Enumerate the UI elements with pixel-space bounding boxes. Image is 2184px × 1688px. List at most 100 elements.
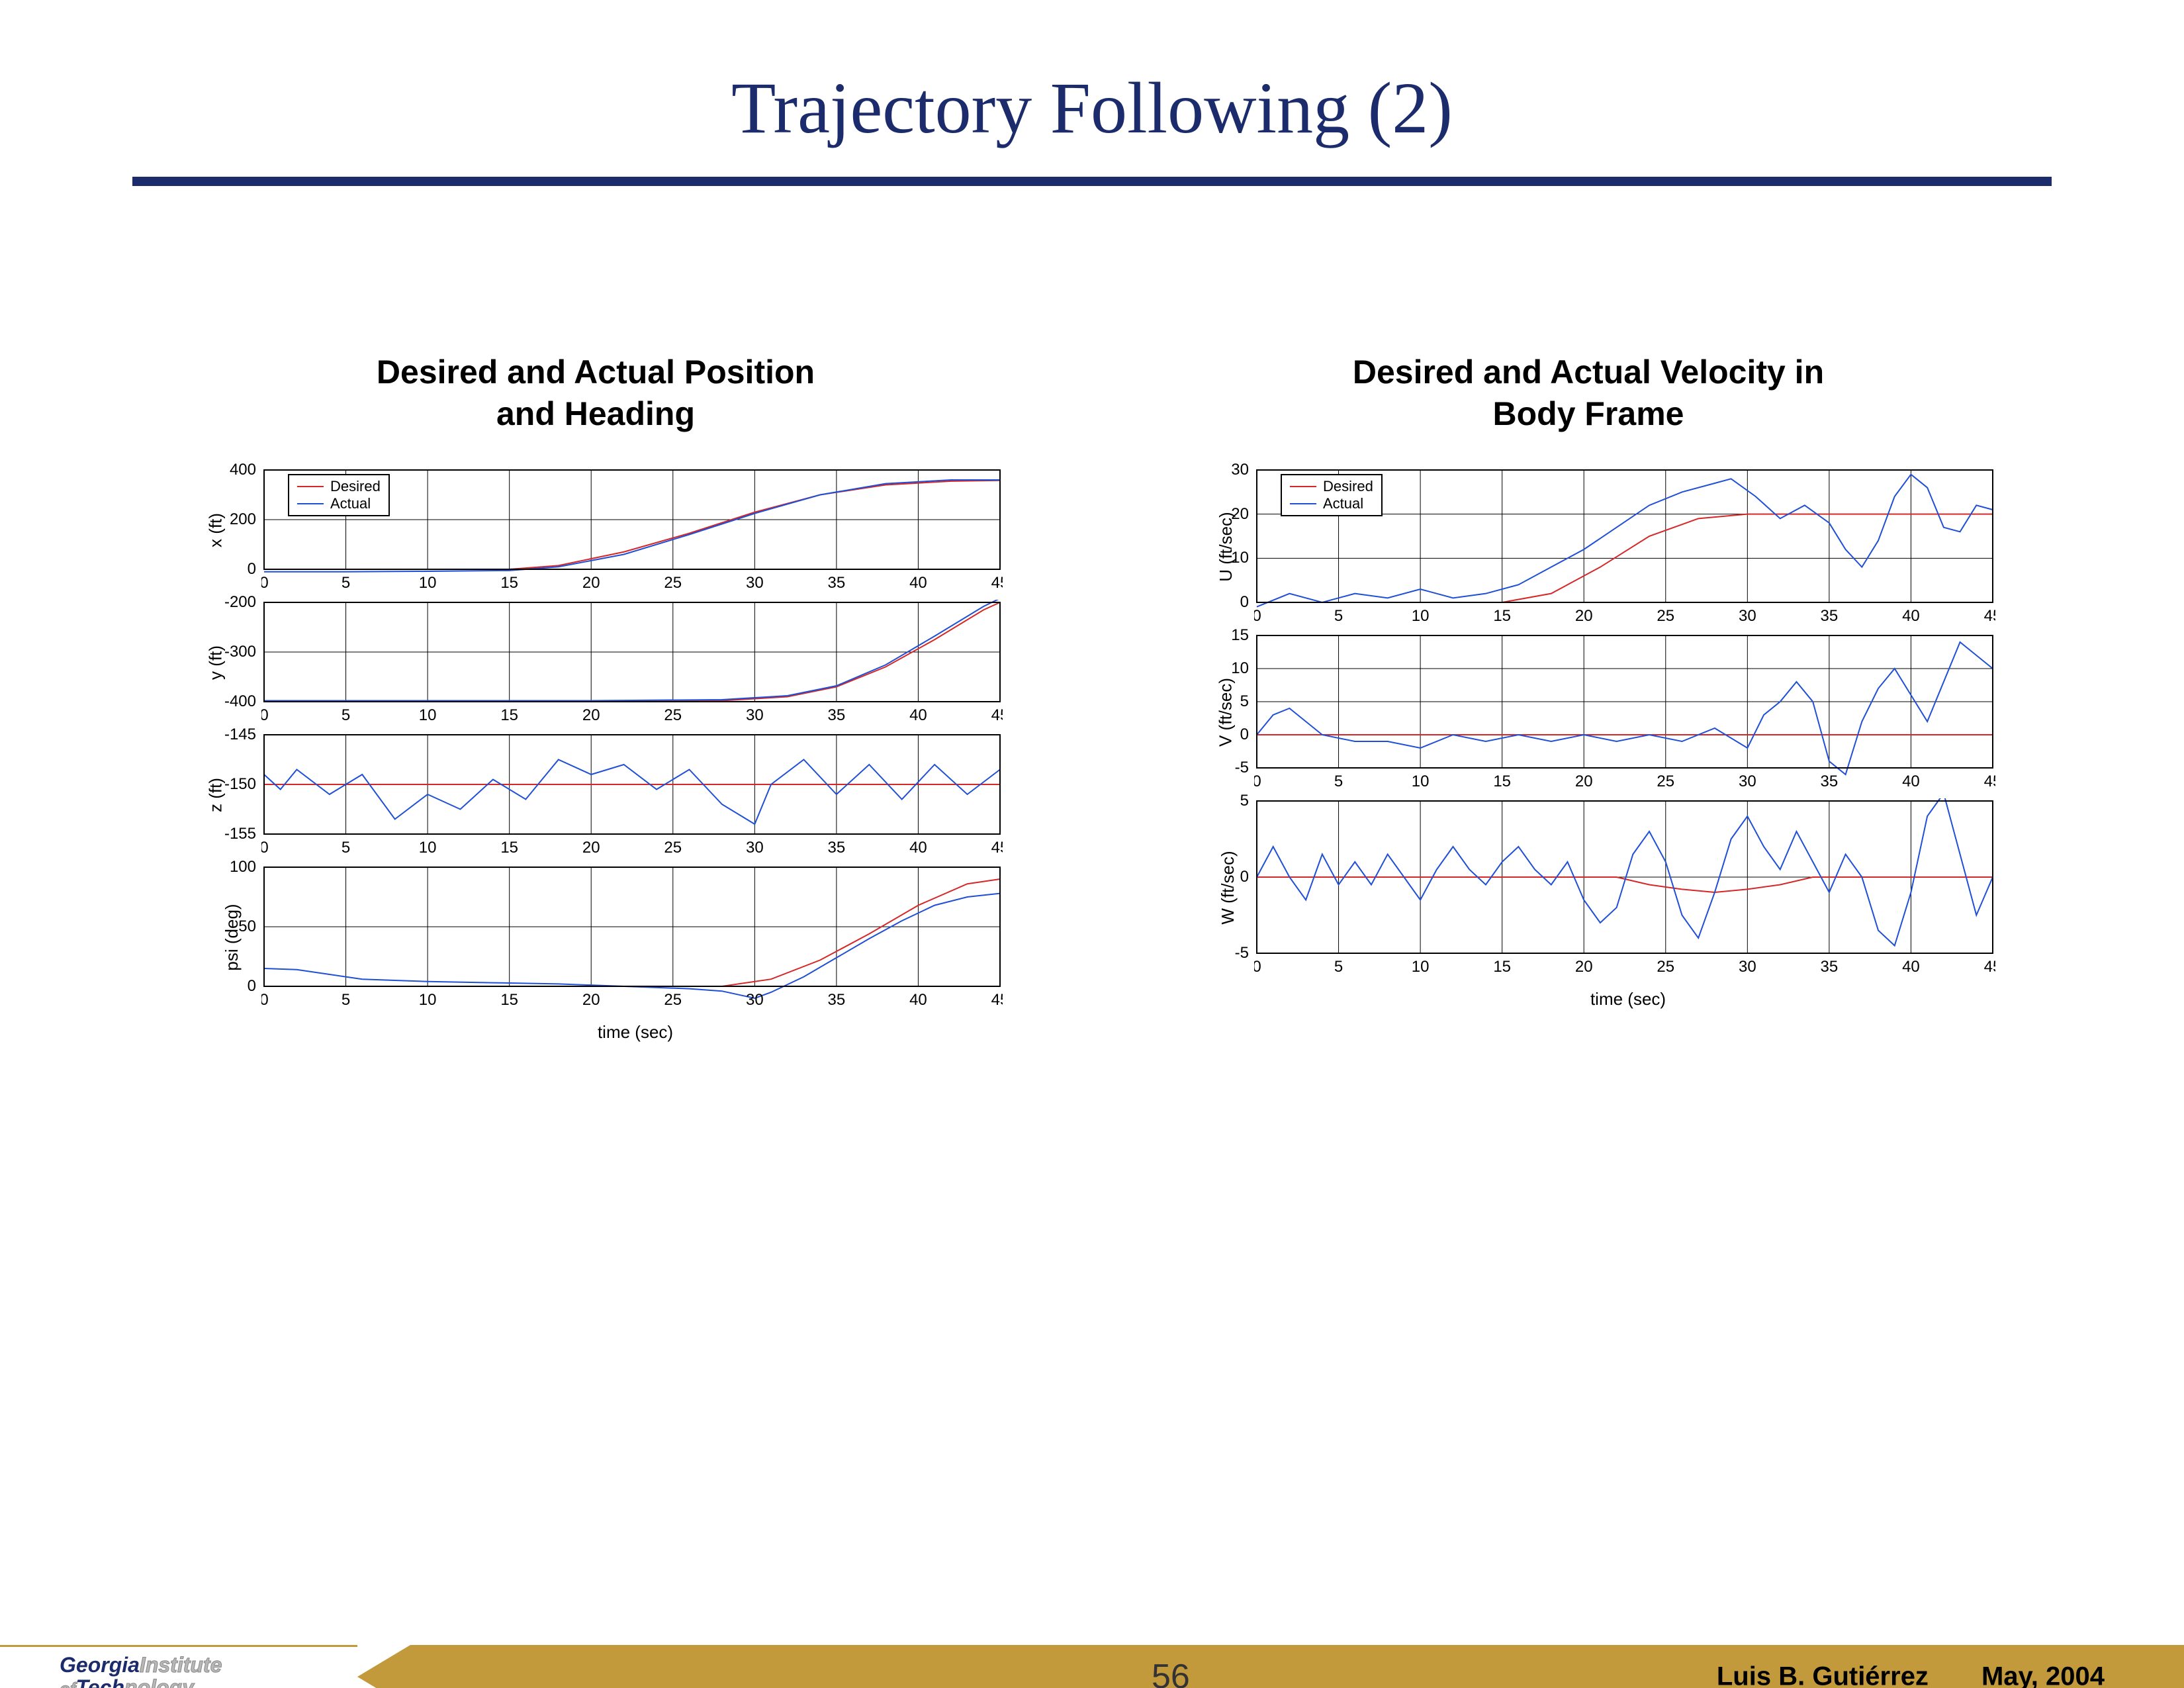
svg-text:15: 15 [500,574,518,592]
gt-logo-georgia: Georgia [60,1653,140,1677]
svg-text:35: 35 [828,574,846,592]
svg-text:5: 5 [1334,773,1343,790]
svg-text:30: 30 [1739,958,1756,976]
ytick-label: 5 [1240,792,1249,810]
svg-text:0: 0 [261,574,269,592]
ytick-label: -5 [1235,759,1249,777]
svg-text:5: 5 [1334,958,1343,976]
ytick-label: 15 [1231,626,1249,645]
svg-text:40: 40 [1902,607,1920,625]
svg-text:0: 0 [261,991,269,1009]
svg-text:40: 40 [909,991,927,1009]
footer-wedge [357,1645,410,1688]
ytick-label: 10 [1231,659,1249,678]
ytick-label: 200 [230,510,256,529]
ylabel: V (ft/sec) [1216,678,1236,747]
svg-text:5: 5 [341,839,350,857]
svg-text:15: 15 [1493,607,1511,625]
svg-text:40: 40 [1902,773,1920,790]
ytick-label: -400 [224,692,256,711]
legend-swatch-desired [297,486,324,487]
charts-row: Desired and Actual Positionand Heading 0… [132,352,2052,1043]
svg-text:25: 25 [1657,773,1674,790]
gt-logo-of: of [60,1679,76,1688]
svg-text:10: 10 [419,574,437,592]
svg-text:5: 5 [341,574,350,592]
legend: Desired Actual [1281,474,1383,516]
svg-text:25: 25 [664,991,682,1009]
gt-logo-institute: Institute [140,1653,222,1677]
gt-logo-tech: Tech [76,1675,125,1688]
footer: GeorgiaInstitute ofTechnology 56 Luis B.… [0,1645,2184,1688]
svg-text:25: 25 [1657,958,1674,976]
svg-text:0: 0 [261,706,269,724]
svg-text:35: 35 [828,706,846,724]
right-col-title: Desired and Actual Velocity inBody Frame [1353,352,1824,434]
legend-swatch-actual [1290,503,1316,504]
svg-text:25: 25 [664,706,682,724]
legend-row-actual: Actual [297,495,381,512]
left-xlabel: time (sec) [598,1022,673,1043]
ytick-label: 5 [1240,692,1249,711]
right-column: Desired and Actual Velocity inBody Frame… [1125,352,2052,1043]
legend-label-desired: Desired [330,478,381,495]
svg-text:15: 15 [1493,773,1511,790]
svg-text:20: 20 [1575,958,1593,976]
svg-text:15: 15 [1493,958,1511,976]
svg-text:10: 10 [1412,607,1430,625]
svg-text:25: 25 [664,839,682,857]
svg-text:15: 15 [500,839,518,857]
page-number: 56 [1152,1657,1190,1688]
svg-text:20: 20 [582,839,600,857]
gt-logo-nology: nology [124,1675,194,1688]
svg-text:25: 25 [664,574,682,592]
ytick-label: 100 [230,858,256,876]
chart-panel: 051015202530354045-155-150-145z (ft) [261,732,1003,858]
right-col-title-text: Desired and Actual Velocity inBody Frame [1353,353,1824,432]
ytick-label: 0 [1240,593,1249,612]
left-col-title-text: Desired and Actual Positionand Heading [377,353,815,432]
ylabel: z (ft) [206,778,226,812]
svg-text:20: 20 [582,706,600,724]
ylabel: W (ft/sec) [1218,851,1238,924]
ytick-label: -145 [224,726,256,744]
footer-right: Luis B. Gutiérrez May, 2004 [1717,1662,2105,1688]
svg-text:20: 20 [1575,607,1593,625]
ylabel: psi (deg) [222,904,242,970]
chart-panel: 0510152025303540450102030 Desired Actual… [1254,467,1995,626]
legend-row-actual: Actual [1290,495,1373,512]
ylabel: y (ft) [206,645,226,680]
chart-panel: 051015202530354045050100psi (deg) [261,865,1003,1010]
svg-text:30: 30 [1739,773,1756,790]
svg-text:10: 10 [419,706,437,724]
right-panel-stack: 0510152025303540450102030 Desired Actual… [1175,467,2002,984]
svg-text:30: 30 [746,706,764,724]
svg-text:40: 40 [909,839,927,857]
legend-label-actual: Actual [330,495,371,512]
svg-text:5: 5 [1334,607,1343,625]
legend-swatch-actual [297,503,324,504]
legend-row-desired: Desired [297,478,381,495]
svg-text:40: 40 [909,574,927,592]
svg-text:45: 45 [991,839,1003,857]
footer-date: May, 2004 [1981,1662,2105,1688]
ytick-label: -155 [224,825,256,843]
svg-text:0: 0 [1254,607,1261,625]
svg-text:30: 30 [746,991,764,1009]
chart-panel: 051015202530354045-5051015V (ft/sec) [1254,633,1995,792]
ytick-label: -300 [224,643,256,661]
gt-logo: GeorgiaInstitute ofTechnology [60,1654,222,1688]
svg-text:45: 45 [991,706,1003,724]
footer-author: Luis B. Gutiérrez [1717,1662,1929,1688]
svg-text:45: 45 [991,574,1003,592]
legend-label-actual: Actual [1323,495,1363,512]
svg-text:10: 10 [1412,773,1430,790]
ytick-label: 0 [1240,726,1249,744]
legend-row-desired: Desired [1290,478,1373,495]
footer-bar: GeorgiaInstitute ofTechnology 56 Luis B.… [0,1645,2184,1688]
svg-text:10: 10 [1412,958,1430,976]
ytick-label: 0 [1240,868,1249,886]
slide-title: Trajectory Following (2) [0,66,2184,150]
ytick-label: 0 [248,560,256,579]
svg-text:30: 30 [746,574,764,592]
